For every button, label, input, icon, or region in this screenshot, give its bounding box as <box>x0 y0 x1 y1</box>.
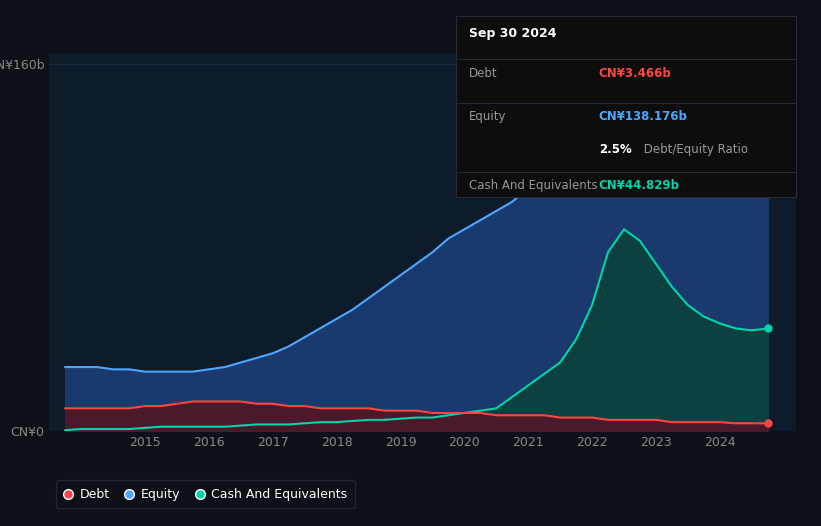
Text: Cash And Equivalents: Cash And Equivalents <box>470 179 598 192</box>
Text: Debt/Equity Ratio: Debt/Equity Ratio <box>640 143 748 156</box>
Text: Sep 30 2024: Sep 30 2024 <box>470 27 557 39</box>
Text: Equity: Equity <box>470 110 507 123</box>
Legend: Debt, Equity, Cash And Equivalents: Debt, Equity, Cash And Equivalents <box>56 480 355 509</box>
Text: CN¥138.176b: CN¥138.176b <box>599 110 688 123</box>
Text: 2.5%: 2.5% <box>599 143 631 156</box>
Text: Debt: Debt <box>470 67 498 79</box>
Text: CN¥3.466b: CN¥3.466b <box>599 67 672 79</box>
Text: CN¥44.829b: CN¥44.829b <box>599 179 680 192</box>
